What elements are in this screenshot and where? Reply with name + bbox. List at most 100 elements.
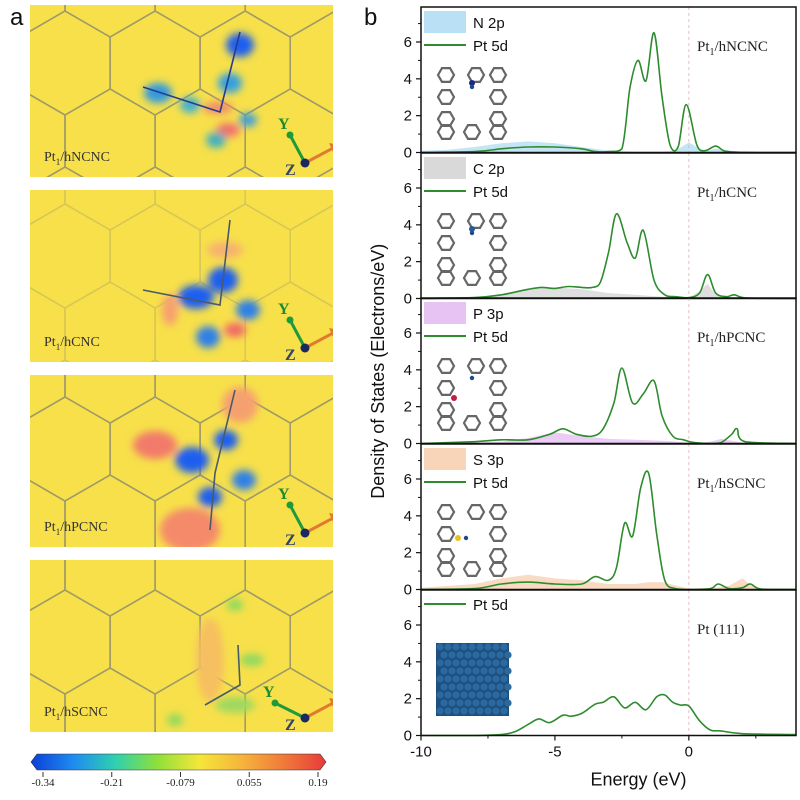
pt-atom	[484, 691, 492, 699]
carbon-ring	[436, 235, 456, 252]
pt-atom	[460, 643, 468, 651]
carbon-ring	[462, 123, 482, 141]
pt-atom	[472, 667, 480, 675]
legend-label: S 3p	[473, 452, 504, 469]
system-label: Pt1/hSCNC	[697, 476, 765, 495]
carbon-ring	[436, 269, 456, 287]
system-label: Pt (111)	[697, 622, 745, 638]
panel-frame	[420, 589, 797, 737]
pt-atom	[488, 667, 496, 675]
lattice-hexagon	[289, 397, 333, 501]
pt-atom	[448, 667, 456, 675]
pdos-line-pt-5d	[420, 367, 797, 445]
carbon-ring	[488, 547, 508, 565]
carbon-ring	[436, 560, 456, 578]
pt-atom	[488, 699, 496, 707]
pt-atom	[440, 699, 448, 707]
density-blob	[215, 697, 255, 713]
structure-inset	[436, 358, 508, 432]
colorbar-tick-label: 0.19	[308, 777, 328, 789]
pt-atom	[476, 675, 484, 683]
y-tick-label: 2	[404, 254, 412, 271]
y-axis-arrow	[288, 504, 307, 534]
pt-atom	[484, 707, 492, 715]
carbon-ring	[488, 213, 508, 229]
pdos-line-pt-5d	[420, 470, 797, 591]
dos-panel: 0 2 4 6 S 3p Pt 5d Pt1/hSCNC	[404, 443, 797, 599]
density-blobs	[144, 33, 257, 148]
density-blob	[133, 431, 177, 459]
pt-atom	[452, 691, 460, 699]
density-blob	[214, 430, 238, 450]
x-tick-label: 0	[685, 744, 693, 761]
pt-atom	[436, 675, 444, 683]
density-blob	[236, 300, 260, 320]
system-label: Pt1/hPCNC	[697, 330, 765, 349]
pt-atom	[469, 230, 475, 236]
pt-atom	[456, 699, 464, 707]
density-blob	[239, 113, 257, 127]
legend-swatch-fill	[424, 11, 466, 33]
pt-atom	[504, 699, 512, 707]
z-axis-dot	[300, 528, 310, 538]
x-axis-arrow	[304, 516, 333, 535]
density-blob	[206, 132, 226, 148]
carbon-ring	[488, 67, 508, 83]
y-arrowhead	[271, 699, 279, 707]
pt-atom	[496, 683, 504, 691]
carbon-ring	[466, 213, 486, 229]
pt-atom	[440, 667, 448, 675]
z-axis-dot	[300, 713, 310, 723]
axes-triad: XYZ	[278, 116, 333, 177]
pt-atom	[444, 691, 452, 699]
carbon-ring	[436, 547, 456, 565]
pt-bond	[209, 389, 236, 531]
z-axis-label: Z	[285, 532, 296, 547]
panel-b-letter: b	[364, 4, 378, 31]
colorbar-gradient	[30, 753, 327, 771]
density-blob	[196, 326, 220, 348]
colorbar	[30, 753, 327, 777]
pt-atom	[500, 675, 508, 683]
density-blob	[203, 102, 233, 114]
density-blob	[196, 618, 224, 702]
pt-atom	[464, 651, 472, 659]
carbon-ring	[436, 256, 456, 274]
pt-atom	[440, 651, 448, 659]
density-blob	[218, 73, 242, 93]
pt-atom	[448, 651, 456, 659]
pt-atom	[480, 651, 488, 659]
lattice-hexagon	[289, 11, 333, 115]
pt-atom	[452, 659, 460, 667]
x-axis-label: Energy (eV)	[590, 770, 686, 790]
y-axis-label: Y	[263, 684, 275, 701]
map-label: Pt1/hCNC	[44, 335, 100, 352]
pt-atom	[500, 643, 508, 651]
carbon-ring	[462, 269, 482, 287]
lattice-hexagon	[289, 204, 333, 308]
density-blob	[227, 599, 243, 611]
pt-atom	[448, 699, 456, 707]
density-blob	[226, 33, 254, 57]
pt-bond	[142, 219, 231, 306]
pdos-line-pt-5d	[420, 212, 797, 300]
carbon-ring	[462, 560, 482, 578]
structure-inset	[436, 213, 508, 287]
y-tick-label: 0	[404, 436, 412, 453]
pt-atom	[464, 667, 472, 675]
pt-atom	[504, 683, 512, 691]
charge-density-contour: XYZ	[30, 560, 333, 732]
x-tick-label: -5	[548, 744, 561, 761]
density-blob	[224, 323, 246, 337]
axes-triad: XYZ	[263, 684, 333, 732]
x-axis-arrow	[304, 701, 333, 720]
pt-atom	[468, 675, 476, 683]
density-blob	[175, 447, 209, 473]
structure-inset	[436, 504, 508, 578]
panel-a-letter: a	[10, 4, 24, 31]
y-arrowhead	[286, 131, 294, 139]
pt-atom	[484, 675, 492, 683]
pt-bond	[142, 31, 241, 114]
pt-atom	[492, 659, 500, 667]
carbon-ring	[436, 89, 456, 106]
